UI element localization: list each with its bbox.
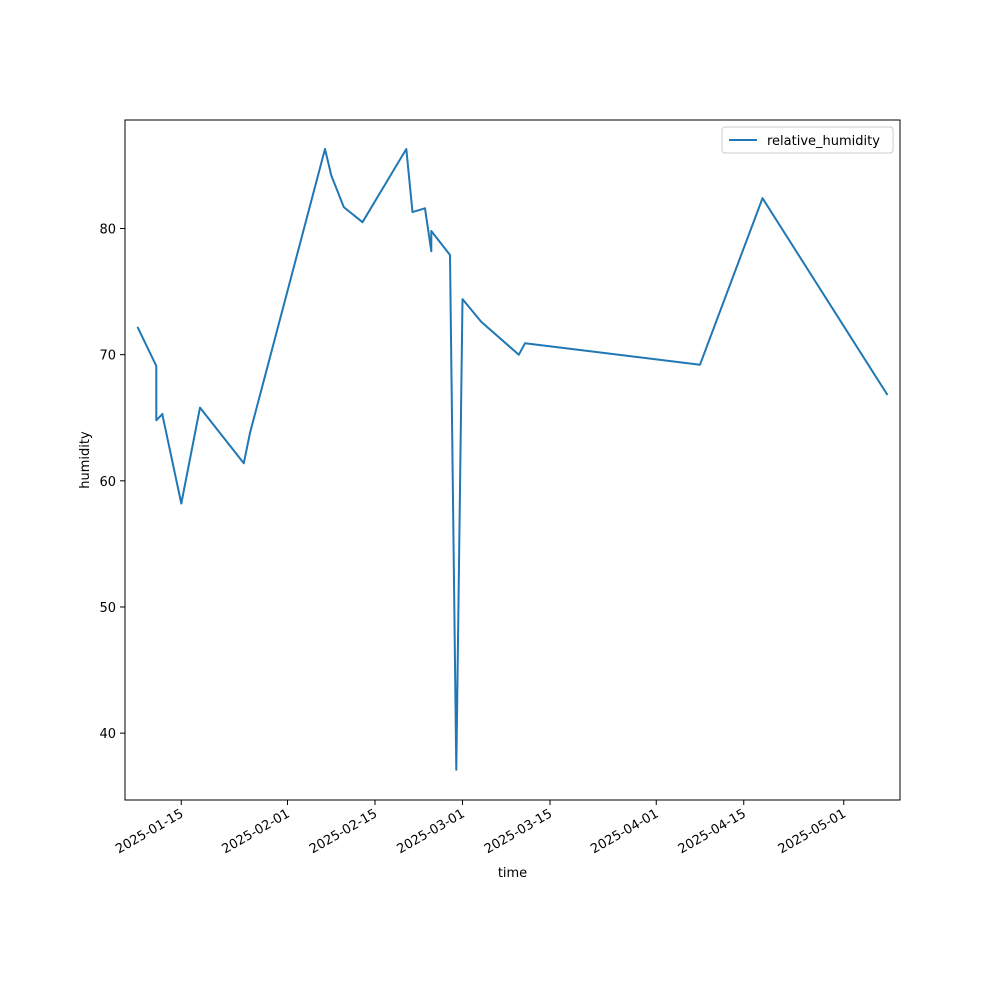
x-tick-label: 2025-03-01 [395,806,468,857]
x-tick-label: 2025-04-01 [588,806,661,857]
x-tick-label: 2025-04-15 [676,806,749,857]
y-axis-ticks: 40 50 60 70 80 [99,222,125,742]
y-axis-label: humidity [78,431,93,489]
x-tick-label: 2025-02-15 [307,806,380,857]
legend-box [721,126,894,154]
x-axis-ticks: 2025-01-15 2025-02-01 2025-02-15 2025-03-01… [113,800,849,857]
x-axis-label: time [498,866,527,881]
plot-frame [124,119,901,801]
y-tick-label: 70 [99,349,116,364]
x-tick-label: 2025-03-15 [482,806,555,857]
legend: relative_humidity [721,126,894,154]
legend-entry-relative-humidity: relative_humidity [767,134,880,149]
x-tick-label: 2025-05-01 [776,806,849,857]
plot-area [136,148,889,771]
x-tick-label: 2025-01-15 [113,806,186,857]
y-tick-label: 50 [99,601,116,616]
y-tick-label: 80 [99,222,116,237]
series-line-relative-humidity [136,148,889,771]
x-tick-label: 2025-02-01 [220,806,293,857]
y-tick-label: 40 [99,727,116,742]
y-tick-label: 60 [99,475,116,490]
